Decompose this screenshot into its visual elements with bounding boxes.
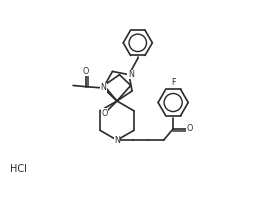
Text: N: N [128, 70, 134, 79]
Text: O: O [83, 67, 89, 76]
Text: N: N [114, 136, 120, 145]
Text: N: N [100, 83, 106, 92]
Text: F: F [171, 78, 176, 87]
Text: O: O [101, 109, 108, 118]
Text: O: O [186, 124, 193, 133]
Text: HCl: HCl [10, 164, 27, 174]
